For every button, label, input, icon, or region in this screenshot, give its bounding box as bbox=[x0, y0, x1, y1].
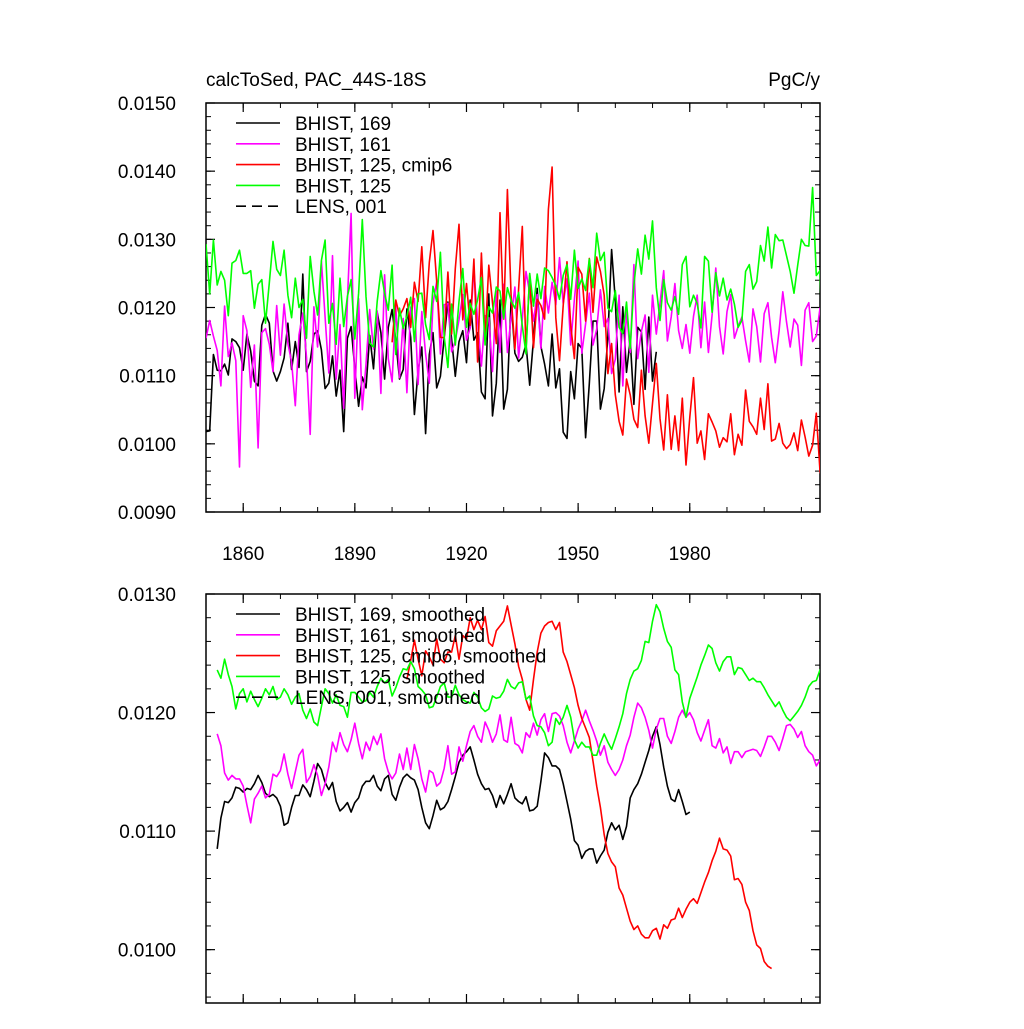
y-tick-label: 0.0120 bbox=[118, 704, 176, 725]
series-line-bhist-161-smoothed bbox=[216, 702, 820, 824]
x-tick-label: 1920 bbox=[445, 544, 487, 565]
legend-label: LENS, 001 bbox=[295, 197, 387, 218]
y-tick-label: 0.0150 bbox=[118, 94, 176, 115]
y-tick-label: 0.0120 bbox=[118, 299, 176, 320]
legend-label: BHIST, 161 bbox=[295, 135, 391, 156]
y-tick-label: 0.0110 bbox=[119, 367, 176, 388]
series-line-bhist-125 bbox=[206, 186, 820, 369]
plot-panel-2: 0.0100 0.0110 0.0120 0.0130 BHIST, 169, smoo… bbox=[118, 585, 821, 1004]
series-lines bbox=[216, 603, 820, 970]
legend-label: BHIST, 161, smoothed bbox=[295, 626, 485, 647]
x-tick-label: 1980 bbox=[669, 544, 711, 565]
y-tick-label: 0.0090 bbox=[118, 503, 176, 524]
x-tick-label: 1860 bbox=[222, 544, 264, 565]
legend-label: BHIST, 125, smoothed bbox=[295, 667, 485, 688]
legend-label: BHIST, 125, cmip6, smoothed bbox=[295, 647, 546, 668]
legend-label: BHIST, 125, cmip6 bbox=[295, 156, 452, 177]
units-label: PgC/y bbox=[768, 70, 820, 91]
series-line-bhist-125-smoothed bbox=[216, 603, 820, 756]
y-tick-label: 0.0130 bbox=[118, 585, 176, 606]
x-tick-label: 1890 bbox=[334, 544, 376, 565]
legend-label: BHIST, 169, smoothed bbox=[295, 605, 485, 626]
y-tick-label: 0.0140 bbox=[118, 162, 176, 183]
series-line-bhist-169-smoothed bbox=[216, 726, 691, 864]
legend-label: BHIST, 125 bbox=[295, 176, 391, 197]
plot-frame bbox=[205, 593, 821, 1004]
y-tick-label: 0.0100 bbox=[118, 941, 176, 962]
x-tick-label: 1950 bbox=[557, 544, 599, 565]
y-tick-label: 0.0100 bbox=[118, 435, 176, 456]
series-line-bhist-125-cmip6 bbox=[391, 166, 820, 475]
y-tick-label: 0.0130 bbox=[118, 230, 176, 251]
legend-label: LENS, 001, smoothed bbox=[295, 688, 481, 709]
series-lines bbox=[206, 166, 820, 475]
legend-label: BHIST, 169 bbox=[295, 114, 391, 135]
plot-panel-1: 0.0090 0.0100 0.0110 0.0120 0.0130 0.0140 0.01… bbox=[118, 70, 821, 565]
series-line-bhist-125-cmip6-smoothed bbox=[406, 605, 773, 970]
chart-title: calcToSed, PAC_44S-18S bbox=[206, 70, 426, 91]
y-tick-label: 0.0110 bbox=[119, 822, 176, 843]
